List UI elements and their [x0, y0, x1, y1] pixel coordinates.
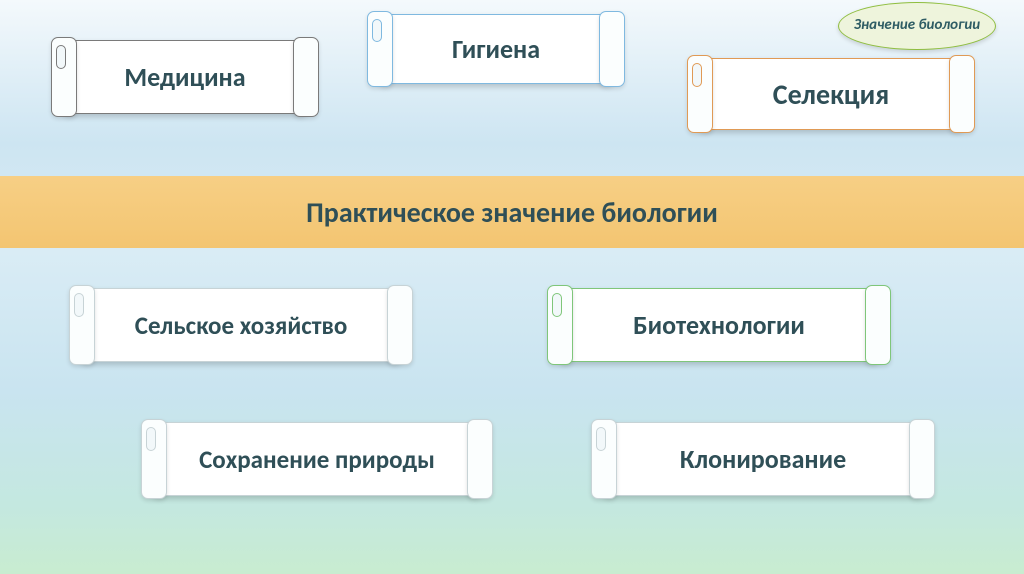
card-label: Биотехнологии [633, 309, 805, 341]
scroll-curl-icon [74, 293, 84, 317]
scroll-curl-icon [478, 467, 488, 491]
title-bar: Практическое значение биологии [0, 176, 1024, 248]
card-label: Селекция [773, 77, 889, 112]
card-label: Гигиена [452, 33, 540, 65]
scroll-curl-icon [692, 63, 702, 87]
scroll-curl-icon [596, 427, 606, 451]
card-label: Клонирование [680, 443, 846, 475]
scroll-curl-icon [552, 293, 562, 317]
scroll-curl-icon [56, 45, 66, 69]
card-medicine: Медицина [62, 40, 308, 114]
scroll-curl-icon [920, 467, 930, 491]
topic-badge-text: Значение биологии [854, 17, 980, 34]
card-label: Сохранение природы [199, 444, 435, 475]
scroll-curl-icon [960, 101, 970, 125]
title-text: Практическое значение биологии [306, 195, 718, 230]
scroll-curl-icon [146, 427, 156, 451]
scroll-curl-icon [610, 56, 620, 79]
card-cloning: Клонирование [602, 422, 924, 496]
scroll-curl-icon [398, 333, 408, 357]
card-conservation: Сохранение природы [152, 422, 482, 496]
card-label: Медицина [124, 61, 245, 93]
card-hygiene: Гигиена [378, 14, 614, 84]
card-selection: Селекция [698, 58, 964, 130]
scroll-curl-icon [304, 85, 314, 109]
topic-badge: Значение биологии [838, 2, 996, 50]
card-biotech: Биотехнологии [558, 288, 880, 362]
scroll-curl-icon [372, 19, 382, 42]
card-agriculture: Сельское хозяйство [80, 288, 402, 362]
card-label: Сельское хозяйство [135, 310, 348, 341]
scroll-curl-icon [876, 333, 886, 357]
